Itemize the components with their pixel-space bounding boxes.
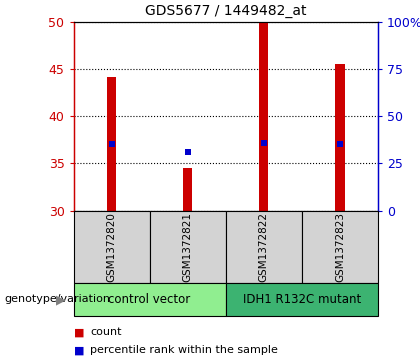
- Text: ▶: ▶: [55, 293, 65, 306]
- Bar: [150, 211, 226, 283]
- Bar: [259, 22, 268, 211]
- Text: count: count: [90, 327, 122, 337]
- Text: GSM1372820: GSM1372820: [107, 212, 117, 282]
- Bar: [336, 64, 344, 211]
- Bar: [107, 77, 116, 211]
- Bar: [74, 211, 150, 283]
- Text: GSM1372823: GSM1372823: [335, 212, 345, 282]
- Text: genotype/variation: genotype/variation: [4, 294, 110, 305]
- Text: ■: ■: [74, 345, 84, 355]
- Text: GSM1372821: GSM1372821: [183, 212, 193, 282]
- Text: ■: ■: [74, 327, 84, 337]
- Text: IDH1 R132C mutant: IDH1 R132C mutant: [243, 293, 361, 306]
- Bar: [226, 211, 302, 283]
- Title: GDS5677 / 1449482_at: GDS5677 / 1449482_at: [145, 4, 307, 18]
- Text: GSM1372822: GSM1372822: [259, 212, 269, 282]
- Bar: [302, 211, 378, 283]
- Text: control vector: control vector: [108, 293, 191, 306]
- Bar: [226, 283, 378, 316]
- Bar: [74, 283, 226, 316]
- Text: percentile rank within the sample: percentile rank within the sample: [90, 345, 278, 355]
- Bar: [183, 168, 192, 211]
